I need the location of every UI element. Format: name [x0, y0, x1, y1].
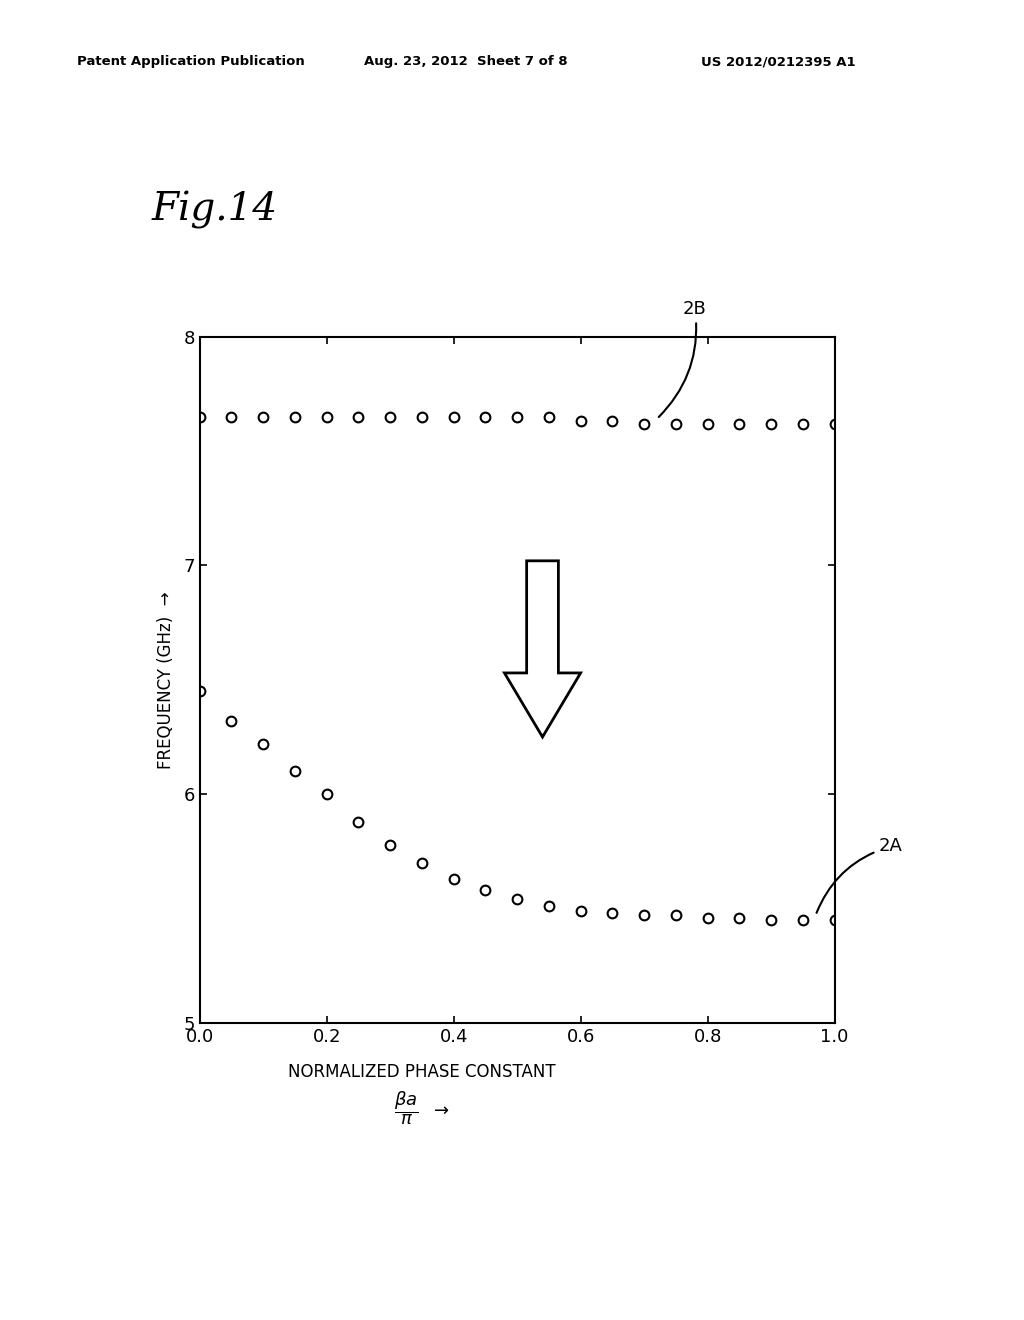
Text: $\dfrac{\beta a}{\pi}$  $\rightarrow$: $\dfrac{\beta a}{\pi}$ $\rightarrow$ — [394, 1089, 450, 1127]
Text: 2B: 2B — [658, 300, 707, 417]
Text: Patent Application Publication: Patent Application Publication — [77, 55, 304, 69]
Text: NORMALIZED PHASE CONSTANT: NORMALIZED PHASE CONSTANT — [288, 1063, 556, 1081]
Polygon shape — [505, 561, 581, 737]
Text: US 2012/0212395 A1: US 2012/0212395 A1 — [701, 55, 856, 69]
Y-axis label: FREQUENCY (GHz)  →: FREQUENCY (GHz) → — [157, 591, 175, 768]
Text: 2A: 2A — [816, 837, 903, 913]
Text: Fig.14: Fig.14 — [152, 191, 278, 230]
Text: Aug. 23, 2012  Sheet 7 of 8: Aug. 23, 2012 Sheet 7 of 8 — [364, 55, 567, 69]
